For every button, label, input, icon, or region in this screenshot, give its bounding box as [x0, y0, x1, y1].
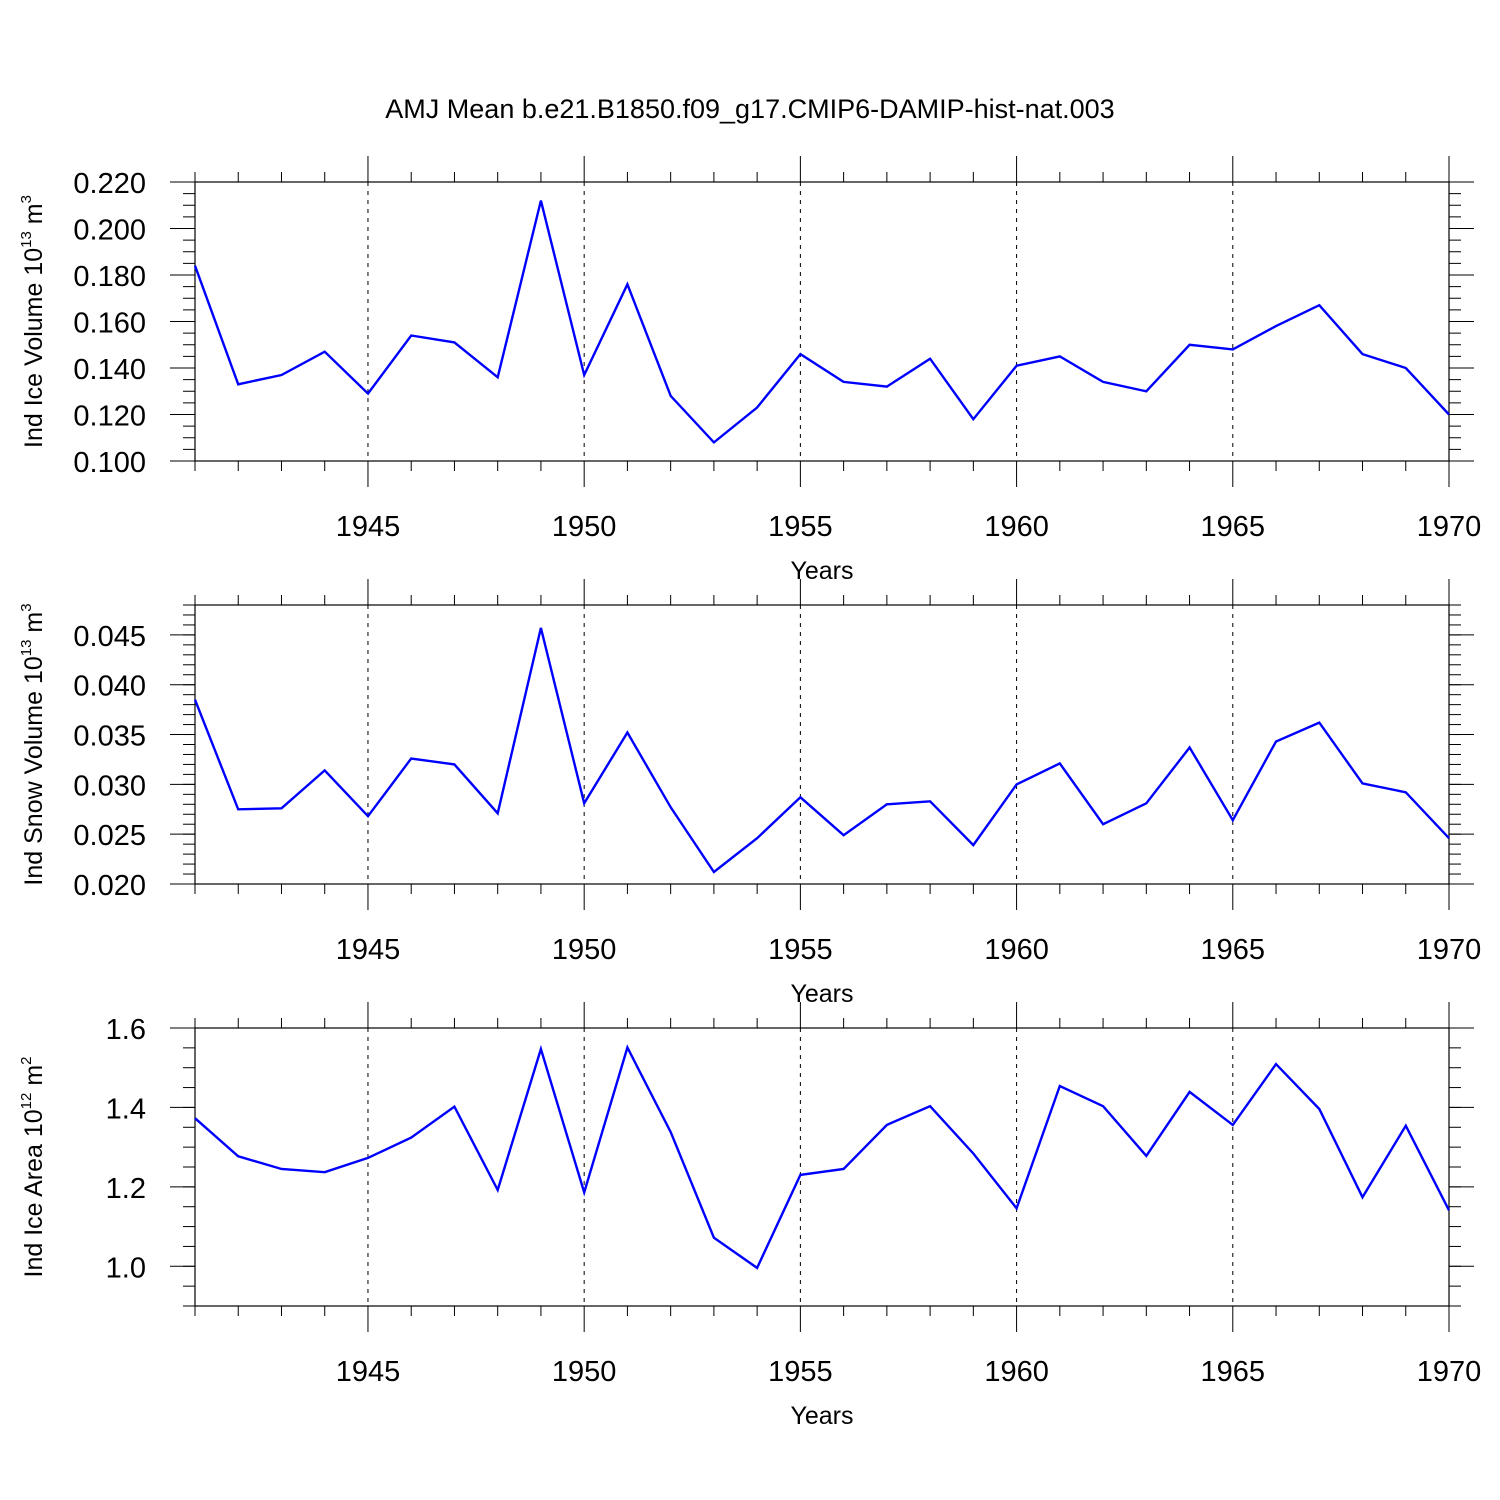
y-axis-label-unit-exponent: 2 — [18, 1057, 35, 1065]
y-tick-label: 1.4 — [106, 1093, 146, 1125]
x-tick-label: 1945 — [336, 934, 401, 966]
y-axis-label-unit-exponent: 3 — [18, 195, 35, 203]
x-tick-label: 1950 — [552, 511, 617, 543]
y-tick-label: 0.220 — [73, 168, 146, 200]
plot-frame — [194, 181, 1450, 462]
panel-3: 1.0 1.2 1.4 1.6 1945 1950 1955 1960 1965 1970 Year… — [18, 1002, 1481, 1430]
y-axis-label: Ind Snow Volume 1013 m3 — [18, 603, 48, 885]
x-tick-label: 1945 — [336, 511, 401, 543]
panel-2: 0.020 0.025 0.030 0.035 0.040 0.045 1945 1950 19… — [18, 579, 1481, 1008]
x-tick-label: 1960 — [984, 1356, 1049, 1388]
x-tick-label: 1955 — [768, 1356, 833, 1388]
y-axis-label: Ind Ice Area 1012 m2 — [18, 1057, 48, 1278]
y-tick-label: 0.020 — [73, 870, 146, 902]
y-axis-label: Ind Ice Volume 1013 m3 — [18, 195, 48, 448]
y-axis-label-main: Ind Snow Volume 10 — [20, 656, 48, 885]
y-axis-label-unit: m — [20, 612, 48, 640]
y-tick-label: 0.035 — [73, 721, 146, 753]
plot-frame — [194, 604, 1450, 885]
x-tick-label: 1955 — [768, 511, 833, 543]
y-tick-label: 1.0 — [106, 1252, 146, 1284]
y-tick-label: 0.025 — [73, 820, 146, 852]
y-tick-label: 1.2 — [106, 1173, 146, 1205]
y-tick-label: 0.100 — [73, 447, 146, 479]
x-tick-label: 1965 — [1201, 1356, 1266, 1388]
y-tick-label: 0.040 — [73, 671, 146, 703]
y-axis-label-exponent: 12 — [18, 1093, 35, 1110]
series-line — [193, 627, 1450, 874]
chart-title: AMJ Mean b.e21.B1850.f09_g17.CMIP6-DAMIP… — [385, 94, 1114, 124]
y-axis-label-unit: m — [20, 203, 48, 231]
x-tick-label: 1965 — [1201, 934, 1266, 966]
y-tick-label: 0.160 — [73, 308, 146, 340]
x-tick-label: 1945 — [336, 1356, 401, 1388]
y-axis-label-exponent: 13 — [18, 231, 35, 248]
x-tick-label: 1970 — [1417, 1356, 1482, 1388]
x-tick-label: 1960 — [984, 511, 1049, 543]
y-axis-label-main: Ind Ice Area 10 — [20, 1109, 48, 1277]
y-axis-label-main: Ind Ice Volume 10 — [20, 248, 48, 448]
plot-frame — [194, 1027, 1450, 1307]
x-axis-label: Years — [790, 1402, 853, 1430]
x-tick-label: 1950 — [552, 1356, 617, 1388]
x-tick-label: 1960 — [984, 934, 1049, 966]
y-tick-label: 0.030 — [73, 770, 146, 802]
x-tick-label: 1955 — [768, 934, 833, 966]
y-tick-label: 0.045 — [73, 621, 146, 653]
y-tick-label: 1.6 — [106, 1014, 146, 1046]
series-line — [194, 1044, 1451, 1270]
series-line — [193, 200, 1450, 445]
x-axis-label: Years — [790, 557, 853, 585]
x-tick-label: 1965 — [1201, 511, 1266, 543]
x-tick-label: 1970 — [1417, 934, 1482, 966]
y-tick-label: 0.120 — [73, 401, 146, 433]
x-tick-label: 1970 — [1417, 511, 1482, 543]
y-tick-label: 0.200 — [73, 215, 146, 247]
y-axis-label-unit: m — [20, 1065, 48, 1093]
panel-1: 0.100 0.120 0.140 0.160 0.180 0.200 0.220 1945 1… — [18, 156, 1481, 585]
y-axis-label-exponent: 13 — [18, 640, 35, 657]
y-axis-label-unit-exponent: 3 — [18, 603, 35, 611]
y-tick-label: 0.180 — [73, 261, 146, 293]
x-axis-label: Years — [790, 980, 853, 1008]
y-tick-label: 0.140 — [73, 354, 146, 386]
x-tick-label: 1950 — [552, 934, 617, 966]
